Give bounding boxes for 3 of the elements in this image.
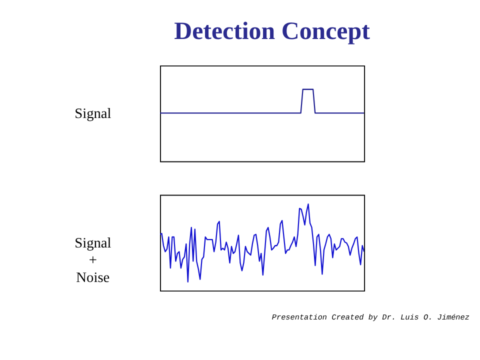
y-axis-title: Signal (74, 106, 112, 122)
chart-title: Detection Concept (174, 18, 371, 46)
y-axis-title: Signal + Noise (74, 235, 112, 286)
